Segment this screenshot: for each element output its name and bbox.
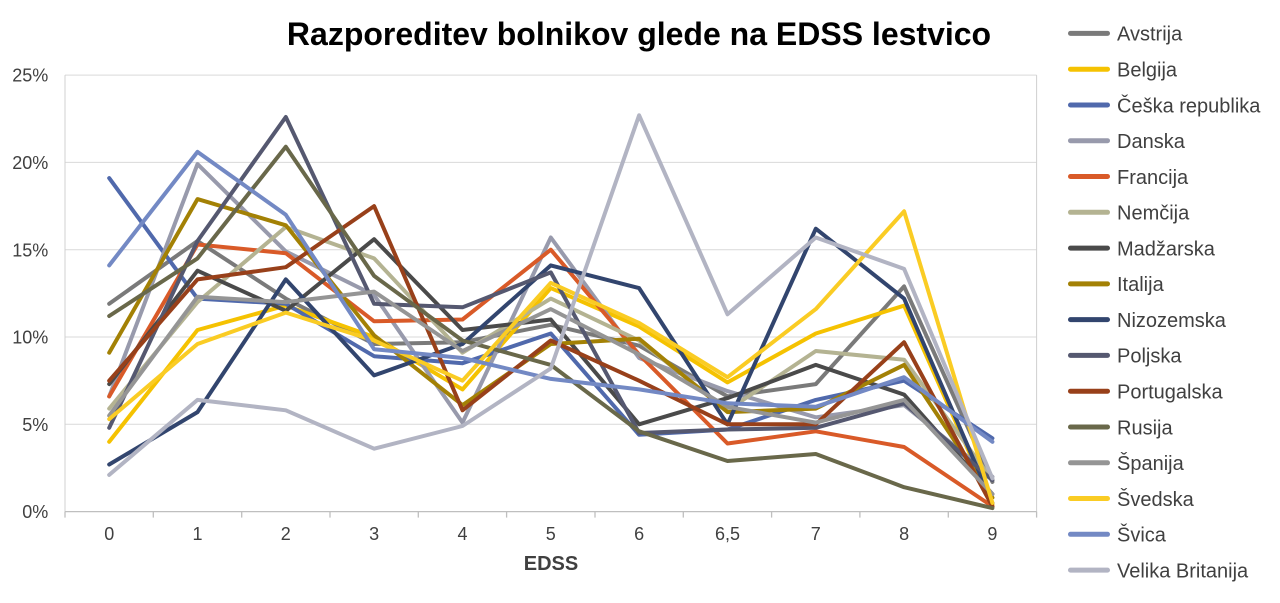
svg-text:Nizozemska: Nizozemska xyxy=(1117,310,1227,332)
svg-text:1: 1 xyxy=(192,524,202,544)
svg-text:0: 0 xyxy=(104,524,114,544)
svg-text:Rusija: Rusija xyxy=(1117,417,1173,439)
svg-text:Portugalska: Portugalska xyxy=(1117,382,1223,404)
svg-text:Velika Britanija: Velika Britanija xyxy=(1117,560,1249,582)
svg-text:2: 2 xyxy=(281,524,291,544)
svg-text:Češka republika: Češka republika xyxy=(1117,94,1261,117)
svg-text:Švica: Švica xyxy=(1117,524,1167,547)
svg-text:0%: 0% xyxy=(22,502,48,522)
svg-text:7: 7 xyxy=(811,524,821,544)
svg-text:Razporeditev bolnikov glede na: Razporeditev bolnikov glede na EDSS lest… xyxy=(287,16,991,52)
svg-text:10%: 10% xyxy=(12,328,48,348)
svg-text:Madžarska: Madžarska xyxy=(1117,238,1216,260)
svg-text:6: 6 xyxy=(634,524,644,544)
svg-text:Danska: Danska xyxy=(1117,131,1186,153)
svg-text:6,5: 6,5 xyxy=(715,524,740,544)
svg-text:Švedska: Švedska xyxy=(1117,488,1195,511)
svg-text:Poljska: Poljska xyxy=(1117,346,1182,368)
svg-text:25%: 25% xyxy=(12,66,48,86)
svg-text:4: 4 xyxy=(457,524,467,544)
svg-text:15%: 15% xyxy=(12,240,48,260)
svg-text:Španija: Španija xyxy=(1117,452,1185,475)
svg-text:20%: 20% xyxy=(12,153,48,173)
svg-text:5: 5 xyxy=(546,524,556,544)
svg-text:Avstrija: Avstrija xyxy=(1117,24,1183,46)
svg-text:Francija: Francija xyxy=(1117,167,1189,189)
svg-text:9: 9 xyxy=(987,524,997,544)
svg-text:EDSS: EDSS xyxy=(524,553,578,575)
svg-text:8: 8 xyxy=(899,524,909,544)
svg-text:Belgija: Belgija xyxy=(1117,60,1178,82)
svg-text:Nemčija: Nemčija xyxy=(1117,203,1190,225)
svg-text:3: 3 xyxy=(369,524,379,544)
svg-text:5%: 5% xyxy=(22,415,48,435)
svg-text:Italija: Italija xyxy=(1117,274,1165,296)
